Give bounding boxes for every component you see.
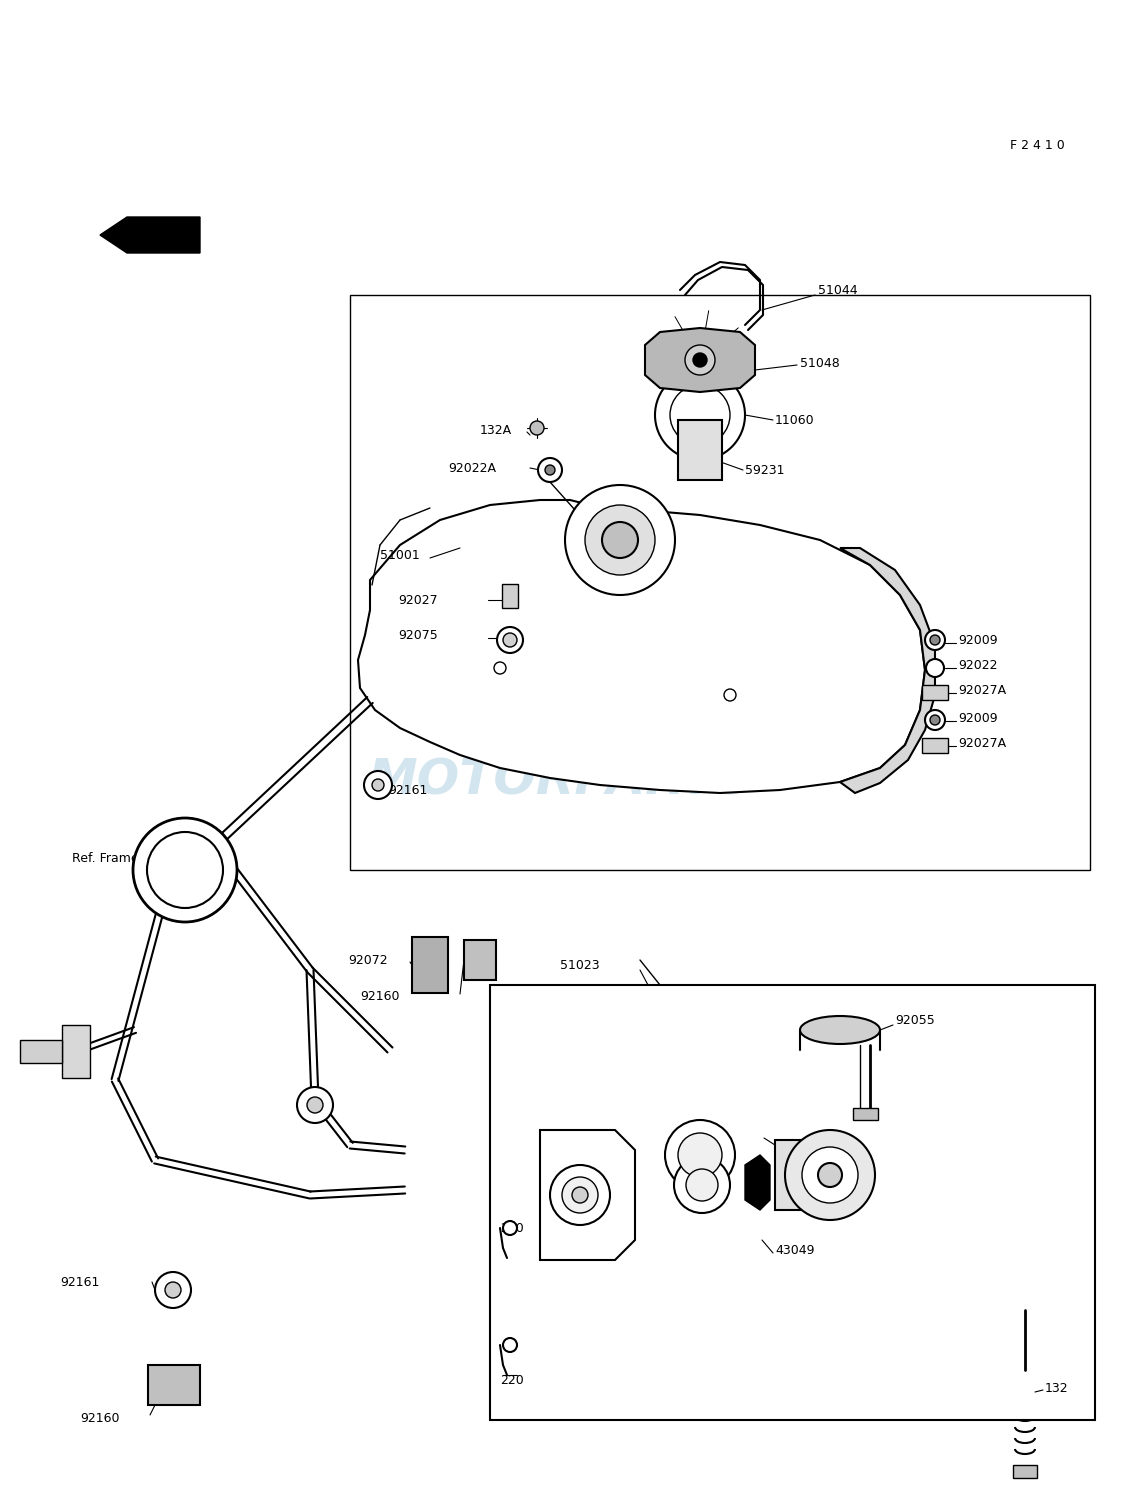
Circle shape xyxy=(925,710,945,729)
Circle shape xyxy=(147,832,223,908)
Polygon shape xyxy=(464,940,496,980)
Circle shape xyxy=(497,627,523,653)
Circle shape xyxy=(503,633,517,647)
Text: 92075: 92075 xyxy=(398,629,437,641)
Circle shape xyxy=(572,1187,588,1202)
Circle shape xyxy=(585,504,656,575)
Text: 220: 220 xyxy=(501,1373,523,1387)
Circle shape xyxy=(602,522,638,558)
Polygon shape xyxy=(840,548,934,793)
Polygon shape xyxy=(490,985,1095,1420)
Circle shape xyxy=(538,458,563,482)
Circle shape xyxy=(819,1163,841,1187)
Text: 92055: 92055 xyxy=(895,1013,934,1027)
Polygon shape xyxy=(853,1108,878,1120)
Polygon shape xyxy=(20,1040,62,1063)
Circle shape xyxy=(307,1097,323,1114)
Circle shape xyxy=(563,1177,598,1213)
Polygon shape xyxy=(62,1025,90,1078)
Text: 51044: 51044 xyxy=(819,284,858,297)
Text: 132: 132 xyxy=(1045,1381,1069,1394)
Circle shape xyxy=(802,1147,858,1202)
Ellipse shape xyxy=(800,1016,881,1045)
Circle shape xyxy=(550,1165,610,1225)
Text: 92022: 92022 xyxy=(957,659,998,671)
Text: 59231: 59231 xyxy=(745,464,784,476)
Circle shape xyxy=(364,772,391,799)
Text: FRONT: FRONT xyxy=(139,230,181,240)
Polygon shape xyxy=(775,1139,830,1210)
Text: 51048: 51048 xyxy=(800,357,839,369)
Text: 92160: 92160 xyxy=(80,1411,119,1424)
Circle shape xyxy=(133,818,236,922)
Text: 92072: 92072 xyxy=(348,953,388,967)
Text: 51023: 51023 xyxy=(560,959,599,971)
Polygon shape xyxy=(502,584,518,608)
Polygon shape xyxy=(922,684,948,699)
Circle shape xyxy=(687,1169,718,1201)
Text: Ref. Frame: Ref. Frame xyxy=(72,851,139,865)
Circle shape xyxy=(930,714,940,725)
Polygon shape xyxy=(678,420,722,480)
Circle shape xyxy=(165,1282,181,1298)
Circle shape xyxy=(545,465,554,474)
Text: 92027: 92027 xyxy=(398,593,437,606)
Polygon shape xyxy=(412,937,448,994)
Circle shape xyxy=(297,1087,333,1123)
Polygon shape xyxy=(745,1154,770,1210)
Text: F 2 4 1 0: F 2 4 1 0 xyxy=(1010,138,1064,152)
Polygon shape xyxy=(922,738,948,754)
Polygon shape xyxy=(100,218,200,254)
Circle shape xyxy=(930,635,940,645)
Circle shape xyxy=(503,1337,517,1352)
Circle shape xyxy=(693,353,707,368)
Circle shape xyxy=(678,1133,722,1177)
Text: 220: 220 xyxy=(501,1222,523,1234)
Circle shape xyxy=(670,384,730,444)
Circle shape xyxy=(155,1271,191,1307)
Text: 92009: 92009 xyxy=(957,711,998,725)
Circle shape xyxy=(925,630,945,650)
Circle shape xyxy=(665,1120,735,1190)
Polygon shape xyxy=(645,329,755,392)
Text: MOTORPARTS: MOTORPARTS xyxy=(367,757,752,805)
Circle shape xyxy=(503,1220,517,1235)
Text: 11060: 11060 xyxy=(775,413,815,426)
Circle shape xyxy=(926,659,944,677)
Circle shape xyxy=(565,485,675,594)
Text: 92161: 92161 xyxy=(388,784,427,797)
Circle shape xyxy=(530,420,544,435)
Text: 51001: 51001 xyxy=(380,548,420,561)
Circle shape xyxy=(656,371,745,459)
Text: 92022A: 92022A xyxy=(448,461,496,474)
Circle shape xyxy=(674,1157,730,1213)
Text: 92027A: 92027A xyxy=(957,737,1006,749)
Circle shape xyxy=(372,779,383,791)
Text: 92055A: 92055A xyxy=(680,1129,728,1141)
Polygon shape xyxy=(540,1130,635,1259)
Text: 92009: 92009 xyxy=(957,633,998,647)
Text: 132A: 132A xyxy=(480,423,512,437)
Text: 92160: 92160 xyxy=(360,989,400,1003)
Polygon shape xyxy=(148,1364,200,1405)
Circle shape xyxy=(785,1130,875,1220)
Polygon shape xyxy=(1013,1465,1037,1478)
Circle shape xyxy=(685,345,715,375)
Text: 92027A: 92027A xyxy=(957,683,1006,696)
Text: 43049: 43049 xyxy=(775,1243,814,1256)
Text: 92161: 92161 xyxy=(60,1276,100,1288)
Polygon shape xyxy=(358,500,925,793)
